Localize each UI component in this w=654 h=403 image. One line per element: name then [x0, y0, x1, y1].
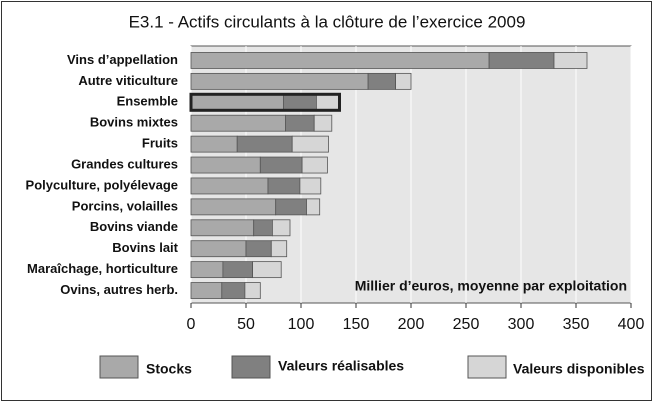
x-tick-label: 400 [618, 316, 645, 333]
bar-segment [313, 114, 333, 132]
bar-segment [222, 261, 253, 279]
y-tick-label: Bovins viande [90, 219, 178, 234]
bar-segment [275, 198, 307, 216]
bar-segment [245, 240, 272, 258]
bar-segment [190, 219, 255, 237]
bar-segment [190, 135, 238, 153]
bar-segment [270, 240, 288, 258]
y-tick-label: Vins d’appellation [67, 52, 178, 67]
legend-label: Valeurs disponibles [513, 361, 645, 377]
bar-segment [221, 282, 246, 299]
y-tick-label: Maraîchage, horticulture [27, 261, 178, 276]
x-tick-label: 100 [288, 316, 315, 333]
y-tick-label: Grandes cultures [71, 156, 178, 171]
annotation: Millier d’euros, moyenne par exploitatio… [355, 278, 627, 294]
y-tick-label: Porcins, volailles [72, 198, 178, 213]
legend-swatch [231, 355, 271, 379]
bar-segment [190, 114, 286, 132]
y-tick-label: Polyculture, polyélevage [26, 177, 178, 192]
bar-segment [301, 156, 328, 174]
legend-swatch [467, 355, 507, 379]
bar-segment [190, 156, 261, 174]
legend-label: Valeurs réalisables [278, 358, 404, 374]
x-tick-label: 350 [563, 316, 590, 333]
bar-segment [488, 52, 555, 69]
x-tick-label: 0 [187, 316, 196, 333]
bar-segment [236, 135, 293, 153]
y-tick-label: Ensemble [117, 94, 178, 109]
bar-segment [395, 72, 412, 90]
bar-segment [190, 198, 277, 216]
chart-title: E3.1 - Actifs circulants à la clôture de… [129, 12, 526, 31]
x-tick-label: 50 [237, 316, 255, 333]
bar-segment [190, 240, 247, 258]
bar-segment [271, 219, 291, 237]
x-tick-label: 300 [508, 316, 535, 333]
bar-segment [306, 198, 321, 216]
bar-segment [315, 93, 340, 111]
bar-segment [244, 282, 261, 299]
bar-segment [259, 156, 303, 174]
y-tick-label: Autre viticulture [78, 73, 178, 88]
bar-segment [190, 177, 269, 195]
legend-swatch [99, 355, 139, 379]
bar-segment [282, 93, 317, 111]
legend-label: Stocks [146, 361, 192, 377]
bar-segment [285, 114, 315, 132]
bar-segment [553, 52, 588, 69]
x-tick-label: 200 [398, 316, 425, 333]
bar-segment [291, 135, 329, 153]
x-tick-label: 250 [453, 316, 480, 333]
bar-segment [267, 177, 301, 195]
x-tick-label: 150 [343, 316, 370, 333]
y-tick-label: Bovins mixtes [90, 115, 178, 130]
bar-segment [190, 72, 369, 90]
bar-segment [190, 93, 284, 111]
bar-segment [299, 177, 322, 195]
y-tick-label: Fruits [142, 136, 178, 151]
bar-segment [253, 219, 273, 237]
bar-segment [190, 261, 224, 279]
y-tick-label: Ovins, autres herb. [60, 282, 178, 297]
y-tick-label: Bovins lait [112, 240, 178, 255]
bar-segment [252, 261, 282, 279]
bar-segment [190, 52, 490, 69]
highlight-outline [189, 92, 341, 112]
bar-segment [367, 72, 397, 90]
bar-segment [190, 282, 223, 299]
